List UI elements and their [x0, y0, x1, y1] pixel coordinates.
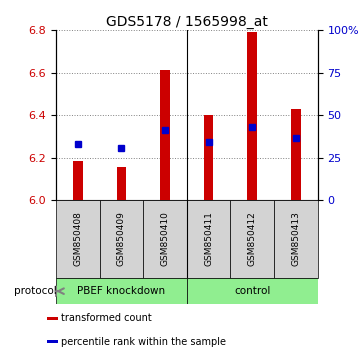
Bar	[187, 200, 230, 278]
Bar	[47, 341, 58, 343]
Bar	[274, 200, 318, 278]
Text: transformed count: transformed count	[61, 313, 152, 323]
Bar	[230, 200, 274, 278]
Title: GDS5178 / 1565998_at: GDS5178 / 1565998_at	[106, 15, 268, 29]
Bar	[187, 278, 318, 304]
Bar	[100, 200, 143, 278]
Polygon shape	[56, 286, 57, 296]
Text: GSM850412: GSM850412	[248, 212, 257, 266]
Bar	[291, 109, 301, 200]
Text: protocol: protocol	[14, 286, 57, 296]
Bar	[73, 161, 83, 200]
Text: GSM850413: GSM850413	[291, 211, 300, 267]
Bar	[47, 317, 58, 320]
Text: control: control	[234, 286, 270, 296]
Bar	[56, 278, 187, 304]
Text: percentile rank within the sample: percentile rank within the sample	[61, 337, 226, 347]
Bar	[160, 70, 170, 200]
Bar	[56, 200, 100, 278]
Text: GSM850410: GSM850410	[161, 211, 170, 267]
Bar	[143, 200, 187, 278]
Bar	[117, 167, 126, 200]
Bar	[247, 32, 257, 200]
Text: GSM850408: GSM850408	[73, 211, 82, 267]
Text: GSM850409: GSM850409	[117, 211, 126, 267]
Text: GSM850411: GSM850411	[204, 211, 213, 267]
Text: PBEF knockdown: PBEF knockdown	[77, 286, 165, 296]
Bar	[204, 115, 213, 200]
